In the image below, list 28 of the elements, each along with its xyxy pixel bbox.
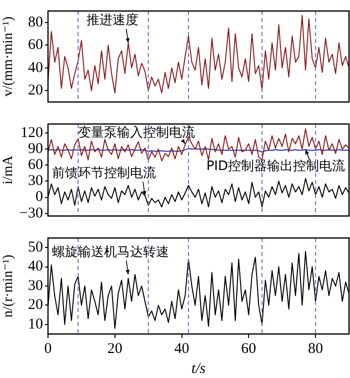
- x-tick-label: 60: [241, 340, 256, 357]
- x-tick-label: 20: [107, 340, 122, 357]
- y-tick-label: 80: [28, 14, 43, 30]
- annotation: 推进速度: [86, 12, 138, 28]
- annotation: 前馈环节控制电流: [52, 165, 156, 182]
- y-tick-label: −30: [20, 205, 43, 222]
- y-tick-label: 30: [28, 278, 43, 294]
- y-tick-label: 0: [36, 189, 43, 206]
- annotation: PID控制器输出控制电流: [206, 158, 346, 174]
- y-tick-label: 20: [28, 82, 43, 99]
- annotation: 螺旋输送机马达转速: [52, 244, 169, 260]
- y-tick-label: 120: [20, 125, 43, 142]
- y-tick-label: 90: [28, 141, 43, 158]
- y-tick-label: 40: [28, 258, 43, 275]
- y-tick-label: 60: [28, 157, 43, 174]
- y-tick-label: 10: [28, 316, 43, 332]
- y-axis-title: n/(r·min⁻¹): [1, 254, 16, 318]
- y-tick-label: 40: [28, 60, 43, 76]
- y-tick-label: 20: [28, 297, 43, 314]
- y-tick-label: 50: [28, 240, 43, 256]
- x-axis-title: t/s: [191, 360, 206, 377]
- y-axis-title: i/mA: [1, 154, 16, 184]
- annotation: 变量泵输入控制电流: [78, 124, 196, 140]
- y-tick-label: 60: [28, 37, 43, 54]
- y-axis-title: v/(mm·min⁻¹): [1, 16, 16, 97]
- x-tick-label: 80: [308, 340, 324, 357]
- y-tick-label: 30: [28, 173, 43, 190]
- x-tick-label: 40: [174, 340, 190, 357]
